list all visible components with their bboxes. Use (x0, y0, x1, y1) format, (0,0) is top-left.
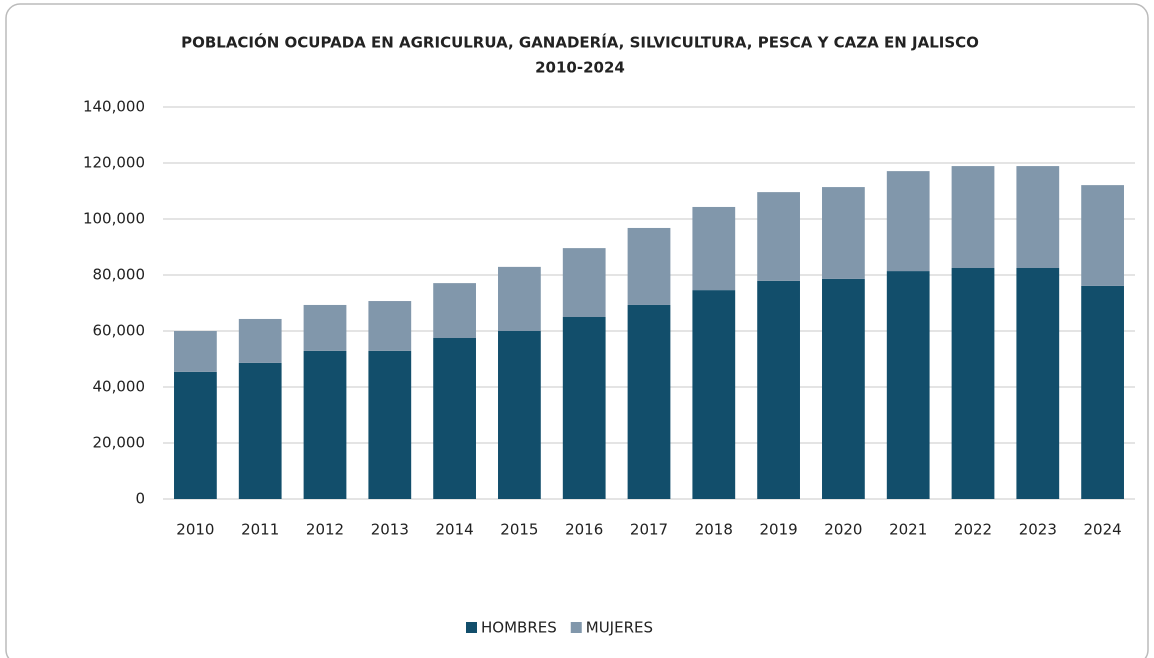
x-tick-label: 2021 (889, 521, 927, 539)
bar-segment (627, 227, 671, 305)
y-tick-label: 120,000 (83, 154, 145, 172)
bar-segment (1016, 166, 1060, 268)
y-tick-label: 60,000 (93, 322, 146, 340)
bar-segment (692, 290, 736, 499)
x-tick-label: 2022 (954, 521, 992, 539)
bar-segment (1016, 268, 1060, 499)
bar-segment (757, 280, 800, 499)
chart-subtitle: 2010-2024 (535, 59, 625, 77)
bar-segment (303, 304, 347, 351)
bar-segment (1081, 285, 1124, 499)
y-tick-label: 80,000 (93, 266, 146, 284)
x-tick-label: 2016 (565, 521, 603, 539)
bar-segment (238, 362, 282, 499)
bar-segment (1081, 185, 1124, 286)
legend-label: HOMBRES (481, 619, 557, 637)
bar-segment (822, 278, 865, 499)
bar-segment (433, 283, 476, 338)
bar-segment (951, 166, 995, 268)
legend-swatch (466, 622, 477, 633)
x-tick-label: 2015 (500, 521, 538, 539)
bar-segment (951, 268, 995, 499)
x-tick-label: 2012 (306, 521, 344, 539)
bar-segment (627, 304, 671, 499)
bar-segment (692, 206, 736, 291)
x-tick-label: 2014 (436, 521, 474, 539)
bar-segment (174, 331, 217, 372)
bar-segment (238, 318, 282, 363)
x-tick-label: 2020 (824, 521, 862, 539)
bar-segment (498, 266, 541, 331)
bar-segment (562, 248, 606, 317)
bar-segment (562, 317, 606, 499)
x-tick-label: 2024 (1084, 521, 1122, 539)
bar-segment (303, 350, 347, 499)
bar-segment (498, 331, 541, 499)
bar-segment (174, 371, 217, 499)
bar-segment (886, 271, 930, 499)
bar-segment (757, 192, 800, 281)
x-tick-label: 2010 (176, 521, 214, 539)
y-tick-label: 0 (135, 490, 145, 508)
bar-segment (368, 350, 412, 499)
x-tick-label: 2013 (371, 521, 409, 539)
y-tick-label: 40,000 (93, 378, 146, 396)
chart-title: POBLACIÓN OCUPADA EN AGRICULRUA, GANADER… (181, 33, 979, 52)
legend-swatch (570, 622, 582, 633)
x-tick-label: 2023 (1019, 521, 1057, 539)
bar-segment (886, 171, 930, 272)
y-tick-label: 140,000 (83, 98, 145, 116)
bar-segment (433, 338, 476, 499)
x-tick-label: 2019 (760, 521, 798, 539)
x-tick-label: 2017 (630, 521, 668, 539)
x-tick-label: 2011 (241, 521, 279, 539)
bar-segment (368, 301, 412, 351)
bar-segment (822, 187, 865, 279)
y-tick-label: 100,000 (83, 210, 145, 228)
y-tick-label: 20,000 (93, 434, 146, 452)
legend-label: MUJERES (586, 619, 653, 637)
x-tick-label: 2018 (695, 521, 733, 539)
